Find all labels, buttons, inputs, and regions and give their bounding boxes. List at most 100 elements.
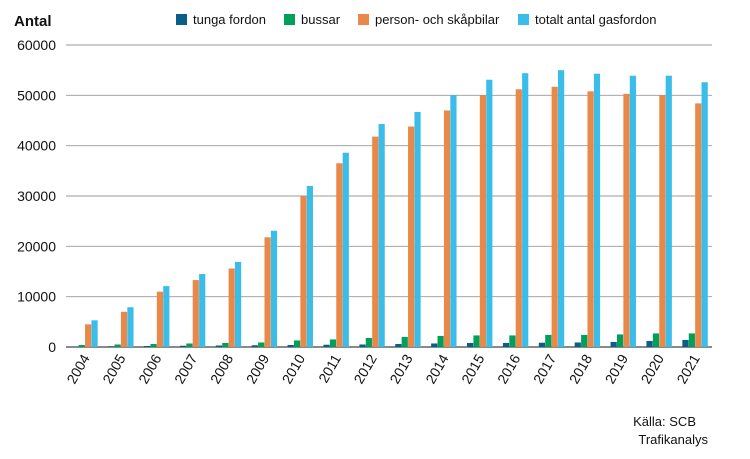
- bar-totalt-antal-gasfordon-2018: [593, 73, 601, 347]
- bar-person-och-sk-pbilar-2012: [372, 136, 379, 347]
- bar-tunga-fordon-2004: [72, 346, 79, 347]
- bar-bussar-2012: [365, 337, 372, 347]
- bar-bussar-2017: [545, 334, 552, 347]
- bar-bussar-2016: [509, 335, 516, 347]
- bar-totalt-antal-gasfordon-2005: [127, 307, 134, 347]
- y-tick-labels: 0 10000 20000 30000 40000 50000 60000: [17, 37, 56, 355]
- bar-tunga-fordon-2018: [574, 342, 581, 347]
- bar-bussar-2011: [329, 339, 337, 347]
- bar-person-och-sk-pbilar-2014: [443, 110, 451, 347]
- bar-person-och-sk-pbilar-2018: [587, 91, 594, 347]
- bars: [72, 70, 708, 348]
- x-tick-label: 2004: [63, 351, 93, 386]
- legend-swatch: [518, 14, 529, 25]
- bar-totalt-antal-gasfordon-2010: [306, 185, 313, 347]
- bar-person-och-sk-pbilar-2009: [264, 237, 271, 347]
- bar-totalt-antal-gasfordon-2009: [270, 230, 278, 347]
- x-tick-label: 2012: [350, 351, 380, 386]
- bar-tunga-fordon-2009: [251, 345, 258, 347]
- x-tick-label: 2020: [638, 351, 668, 386]
- x-tick-label: 2009: [243, 351, 273, 386]
- legend-label: person- och skåpbilar: [375, 12, 500, 27]
- legend-label: tunga fordon: [193, 12, 266, 27]
- legend-label: totalt antal gasfordon: [535, 12, 656, 27]
- bar-totalt-antal-gasfordon-2015: [486, 79, 493, 347]
- x-tick-label: 2018: [566, 351, 596, 386]
- bar-totalt-antal-gasfordon-2016: [522, 73, 529, 347]
- bar-tunga-fordon-2012: [359, 344, 366, 347]
- bar-totalt-antal-gasfordon-2020: [665, 75, 672, 347]
- x-tick-label: 2007: [171, 351, 201, 386]
- bar-bussar-2014: [437, 335, 444, 347]
- y-tick-label: 60000: [17, 37, 56, 53]
- bar-tunga-fordon-2015: [467, 342, 474, 347]
- bar-person-och-sk-pbilar-2004: [85, 324, 92, 347]
- bar-person-och-sk-pbilar-2016: [515, 89, 522, 347]
- bar-bussar-2021: [688, 333, 695, 347]
- bar-person-och-sk-pbilar-2013: [408, 126, 415, 347]
- y-tick-label: 30000: [17, 188, 56, 204]
- bar-person-och-sk-pbilar-2021: [695, 103, 702, 348]
- bar-bussar-2010: [293, 340, 301, 347]
- gridlines: [66, 44, 712, 348]
- x-tick-label: 2015: [458, 351, 488, 386]
- bar-bussar-2006: [150, 343, 157, 347]
- legend-swatch: [358, 14, 369, 25]
- bar-tunga-fordon-2019: [610, 341, 617, 347]
- bar-person-och-sk-pbilar-2005: [120, 311, 128, 347]
- bar-tunga-fordon-2014: [431, 343, 438, 347]
- x-tick-label: 2010: [279, 351, 309, 386]
- bar-bussar-2005: [114, 344, 121, 347]
- x-tick-label: 2014: [422, 351, 452, 386]
- bar-tunga-fordon-2020: [646, 340, 653, 347]
- bar-totalt-antal-gasfordon-2008: [235, 261, 242, 347]
- x-tick-label: 2019: [602, 351, 632, 386]
- y-tick-label: 20000: [17, 238, 56, 254]
- legend-item: totalt antal gasfordon: [518, 12, 656, 27]
- x-tick-label: 2011: [315, 351, 344, 385]
- bar-bussar-2015: [473, 335, 480, 347]
- bar-totalt-antal-gasfordon-2017: [558, 70, 565, 348]
- bar-totalt-antal-gasfordon-2019: [629, 75, 636, 347]
- bar-person-och-sk-pbilar-2017: [551, 86, 558, 347]
- bar-bussar-2013: [401, 336, 408, 347]
- legend-label: bussar: [301, 12, 341, 27]
- bar-bussar-2009: [258, 342, 265, 347]
- bar-tunga-fordon-2006: [144, 345, 151, 347]
- source-line-2: Trafikanalys: [638, 432, 708, 447]
- x-tick-label: 2005: [99, 351, 129, 386]
- bar-person-och-sk-pbilar-2006: [156, 291, 164, 347]
- y-tick-label: 10000: [17, 289, 56, 305]
- y-tick-label: 50000: [17, 87, 56, 103]
- bar-person-och-sk-pbilar-2015: [479, 95, 487, 347]
- bar-person-och-sk-pbilar-2019: [623, 93, 630, 347]
- bar-tunga-fordon-2021: [682, 339, 689, 347]
- bar-totalt-antal-gasfordon-2014: [450, 95, 457, 347]
- x-tick-label: 2006: [135, 351, 165, 386]
- y-axis-label: Antal: [14, 13, 52, 30]
- bar-tunga-fordon-2013: [395, 343, 402, 347]
- bar-person-och-sk-pbilar-2007: [192, 280, 199, 347]
- bar-person-och-sk-pbilar-2011: [336, 163, 343, 347]
- bar-bussar-2004: [78, 344, 85, 347]
- bar-bussar-2007: [186, 343, 193, 347]
- bar-tunga-fordon-2005: [108, 346, 115, 347]
- bar-bussar-2020: [652, 333, 660, 347]
- bar-totalt-antal-gasfordon-2004: [91, 320, 98, 347]
- bar-totalt-antal-gasfordon-2013: [414, 111, 421, 348]
- x-tick-labels: 2004 2005 2006 2007 2008 2009 2010 2011 2012 2013…: [63, 351, 703, 386]
- x-tick-label: 2016: [494, 351, 524, 386]
- source-line-1: Källa: SCB: [633, 414, 696, 429]
- legend: tunga fordon bussar person- och skåpbilar t…: [176, 12, 656, 27]
- x-tick-label: 2013: [386, 351, 416, 386]
- bar-bussar-2008: [222, 342, 229, 347]
- bar-bussar-2018: [581, 334, 588, 347]
- bar-totalt-antal-gasfordon-2006: [163, 286, 170, 347]
- x-tick-label: 2017: [530, 351, 560, 386]
- legend-swatch: [284, 14, 295, 25]
- bar-totalt-antal-gasfordon-2007: [199, 274, 206, 347]
- y-tick-label: 40000: [17, 138, 56, 154]
- bar-totalt-antal-gasfordon-2021: [701, 82, 708, 347]
- x-tick-label: 2008: [207, 351, 237, 386]
